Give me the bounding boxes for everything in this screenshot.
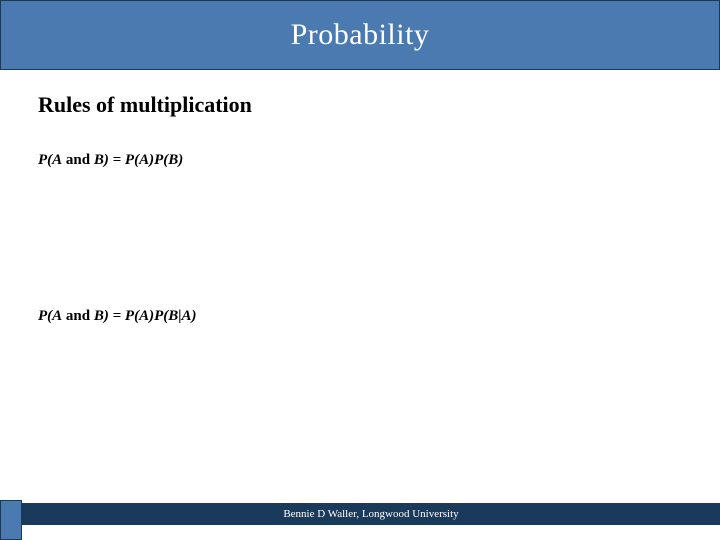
formula2-and: and bbox=[62, 308, 94, 324]
slide: Probability Rules of multiplication P(A … bbox=[0, 0, 720, 540]
footer-bar: Bennie D Waller, Longwood University bbox=[22, 503, 720, 525]
formula1-and: and bbox=[62, 152, 94, 168]
footer-text: Bennie D Waller, Longwood University bbox=[283, 508, 458, 520]
left-accent-block bbox=[0, 500, 22, 540]
formula1-lhs: P(A bbox=[38, 152, 62, 168]
formula2-lhs: P(A bbox=[38, 308, 62, 324]
formula-independent: P(A and B) = P(A)P(B) bbox=[38, 152, 183, 169]
formula2-rhs: P(A)P(B|A) bbox=[125, 308, 197, 324]
formula1-rhs: P(A)P(B) bbox=[125, 152, 183, 168]
formula-conditional: P(A and B) = P(A)P(B|A) bbox=[38, 308, 197, 325]
slide-subtitle: Rules of multiplication bbox=[38, 92, 252, 118]
title-bar: Probability bbox=[0, 0, 720, 70]
slide-title: Probability bbox=[291, 18, 430, 52]
formula1-mid: B) = bbox=[94, 152, 125, 168]
formula2-mid: B) = bbox=[94, 308, 125, 324]
